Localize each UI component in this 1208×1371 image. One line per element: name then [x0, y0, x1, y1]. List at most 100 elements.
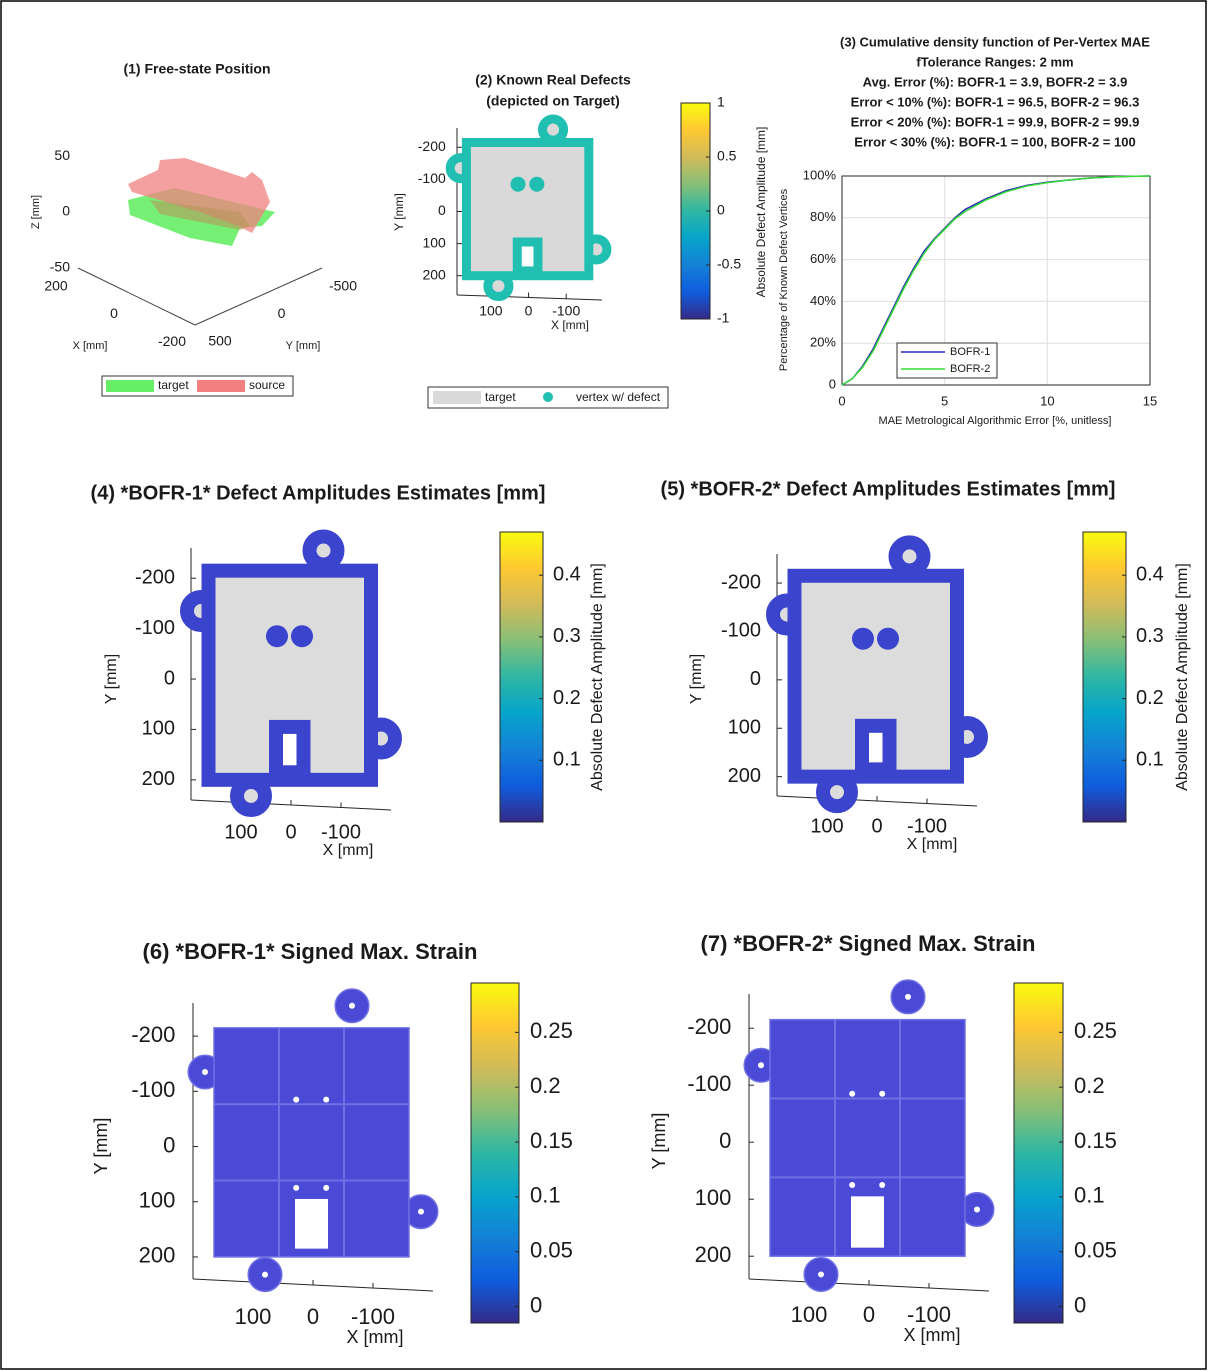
x-tick-label: 5	[941, 393, 948, 408]
tick-label: -200	[158, 333, 186, 349]
colorbar-label: Absolute Defect Amplitude [mm]	[754, 127, 768, 298]
axis-label: X [mm]	[904, 1325, 961, 1345]
legend-swatch	[106, 380, 154, 392]
plate-small-hole	[849, 1182, 855, 1188]
colorbar-tick-label: 0.1	[1136, 749, 1164, 771]
y-tick-label: 200	[422, 266, 446, 282]
x-tick-label: -100	[907, 1302, 951, 1327]
y-tick-label: 20%	[810, 335, 836, 350]
x-tick-label: 15	[1143, 393, 1157, 408]
tab-hole	[818, 1271, 824, 1277]
colorbar	[681, 103, 710, 319]
page: {"chart_data": [ {"type": "scatter3d", "…	[0, 0, 1208, 1371]
x-tick-label: 100	[810, 815, 843, 837]
colorbar-tick-label: 0.1	[530, 1183, 561, 1208]
plate-small-hole	[879, 1091, 885, 1097]
plate-hole	[862, 726, 890, 770]
axis-label: MAE Metrological Algorithmic Error [%, u…	[879, 415, 1112, 427]
legend-swatch	[433, 391, 481, 404]
panel-title: (3) Cumulative density function of Per-V…	[840, 34, 1150, 49]
tick-label: 0	[278, 305, 286, 321]
y-tick-label: 100	[695, 1185, 732, 1210]
colorbar-tick-label: 0.2	[530, 1073, 561, 1098]
y-tick-label: 100	[139, 1188, 176, 1213]
y-tick-label: -200	[721, 571, 761, 593]
x-tick-label: 0	[838, 393, 845, 408]
y-tick-label: -100	[418, 170, 446, 186]
y-tick-label: -200	[135, 567, 175, 589]
colorbar-tick-label: 0.1	[1074, 1183, 1105, 1208]
x-tick-label: 100	[235, 1304, 272, 1329]
colorbar-label: Absolute Defect Amplitude [mm]	[589, 563, 606, 791]
colorbar-tick-label: 0.3	[1136, 625, 1164, 647]
plate-small-hole	[511, 177, 526, 192]
x-tick-label: -100	[907, 815, 947, 837]
y-tick-label: 0	[829, 376, 836, 391]
tick-label: 0	[110, 305, 118, 321]
tab-hole	[758, 1062, 764, 1068]
colorbar-tick-label: 0.25	[1074, 1018, 1117, 1043]
y-tick-label: 0	[750, 668, 761, 690]
plate-hole	[851, 1196, 884, 1247]
colorbar	[500, 532, 543, 822]
plate-tab	[542, 119, 563, 140]
colorbar-tick-label: 0	[1074, 1292, 1086, 1317]
x-tick-label: 0	[863, 1302, 875, 1327]
colorbar-tick-label: 0.05	[1074, 1238, 1117, 1263]
axis-label: Percentage of Known Defect Vertices	[778, 188, 790, 371]
legend-label: BOFR-1	[950, 346, 990, 358]
y-tick-label: 100	[422, 234, 446, 250]
legend-label: BOFR-2	[950, 363, 990, 375]
colorbar	[1014, 983, 1063, 1323]
tick-label: 50	[54, 147, 70, 163]
legend-swatch	[543, 392, 553, 402]
y-tick-label: 0	[164, 667, 175, 689]
y-tick-label: 200	[728, 765, 761, 787]
colorbar-tick-label: 0.4	[553, 563, 581, 585]
plate-small-hole	[852, 628, 874, 650]
plate-small-hole	[293, 1097, 299, 1103]
y-tick-label: -100	[135, 617, 175, 639]
colorbar-tick-label: 0.15	[1074, 1128, 1117, 1153]
colorbar-tick-label: 0.1	[553, 749, 581, 771]
plate-small-hole	[323, 1097, 329, 1103]
panel-title: (7) *BOFR-2* Signed Max. Strain	[701, 931, 1036, 956]
tab-hole	[418, 1209, 424, 1215]
panel-title: (4) *BOFR-1* Defect Amplitudes Estimates…	[91, 482, 546, 504]
axis-edge	[195, 268, 322, 325]
x-tick-label: -100	[321, 821, 361, 843]
colorbar-tick-label: 0	[717, 202, 725, 218]
plate-small-hole	[529, 177, 544, 192]
panel-title: (depicted on Target)	[486, 93, 620, 109]
plate-small-hole	[323, 1185, 329, 1191]
legend-label: source	[249, 378, 285, 392]
y-tick-label: -100	[131, 1077, 175, 1102]
legend-label: target	[158, 378, 189, 392]
x-tick-label: 0	[285, 821, 296, 843]
panel-title: (6) *BOFR-1* Signed Max. Strain	[143, 939, 478, 964]
panel-title: Error < 30% (%): BOFR-1 = 100, BOFR-2 = …	[854, 134, 1135, 149]
y-tick-label: 80%	[810, 209, 836, 224]
y-tick-label: 100%	[803, 167, 837, 182]
colorbar-tick-label: 0.2	[1074, 1073, 1105, 1098]
tick-label: -50	[50, 259, 70, 275]
x-tick-label: 10	[1040, 393, 1054, 408]
colorbar	[1083, 532, 1126, 822]
panel-title: (5) *BOFR-2* Defect Amplitudes Estimates…	[661, 478, 1116, 500]
y-tick-label: -100	[721, 620, 761, 642]
y-tick-label: 0	[719, 1128, 731, 1153]
x-tick-label: 100	[791, 1302, 828, 1327]
axis-edge	[78, 268, 195, 325]
y-tick-label: 200	[142, 768, 175, 790]
colorbar-tick-label: -0.5	[717, 256, 741, 272]
panel-title: Avg. Error (%): BOFR-1 = 3.9, BOFR-2 = 3…	[863, 74, 1128, 89]
colorbar-tick-label: 0	[530, 1292, 542, 1317]
y-tick-label: 100	[728, 717, 761, 739]
axis-label: X [mm]	[551, 318, 589, 332]
x-tick-label: 100	[224, 821, 257, 843]
panel-title: Error < 10% (%): BOFR-1 = 96.5, BOFR-2 =…	[851, 94, 1140, 109]
colorbar-tick-label: 0.05	[530, 1238, 573, 1263]
y-tick-label: 100	[142, 718, 175, 740]
colorbar-label: Absolute Defect Amplitude [mm]	[1174, 563, 1191, 791]
x-tick-label: -100	[351, 1304, 395, 1329]
